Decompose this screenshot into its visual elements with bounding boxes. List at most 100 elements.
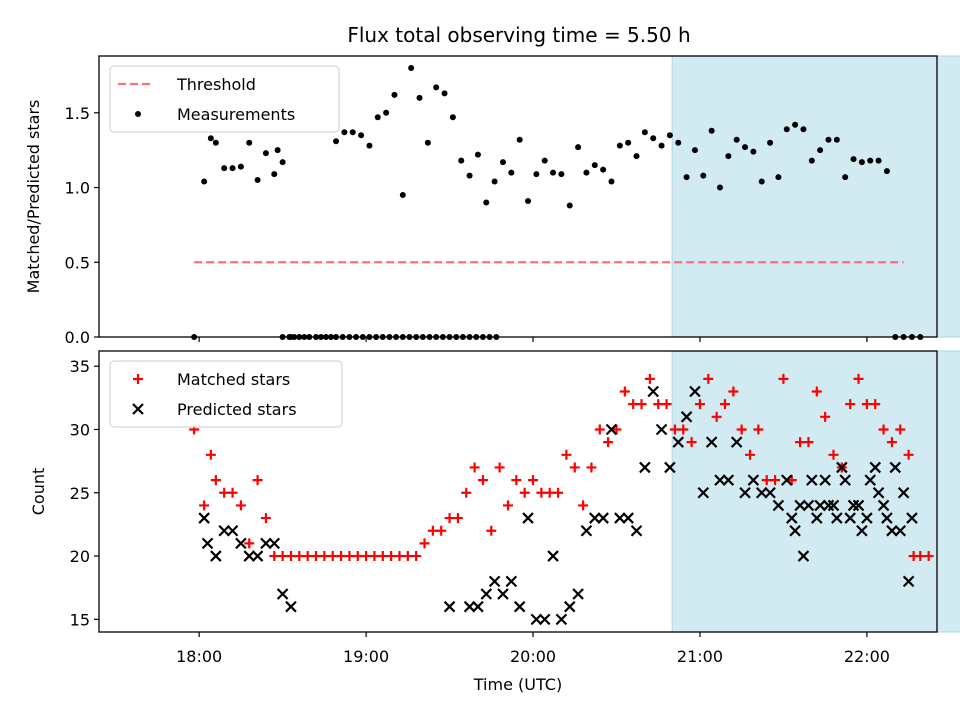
measurement-point — [558, 171, 565, 178]
legend-label: Measurements — [177, 105, 295, 124]
measurement-point — [566, 202, 573, 209]
measurement-point — [271, 171, 278, 178]
predicted-point — [198, 512, 210, 524]
predicted-point — [814, 499, 826, 512]
y-tick-label: 20 — [70, 547, 90, 566]
measurement-point — [207, 135, 214, 142]
measurement-point — [399, 192, 406, 199]
matched-point — [477, 475, 488, 486]
measurement-point — [625, 139, 632, 146]
legend-label: Threshold — [176, 75, 256, 94]
matched-point — [678, 424, 689, 435]
matched-point — [669, 424, 680, 435]
predicted-point — [672, 436, 685, 448]
predicted-point — [538, 613, 551, 626]
predicted-point — [881, 512, 893, 524]
measurement-point — [424, 139, 431, 146]
predicted-point — [730, 436, 743, 448]
matched-point — [915, 551, 926, 562]
predicted-point — [614, 512, 626, 524]
predicted-point — [226, 524, 239, 537]
y-tick-label: 35 — [70, 357, 90, 376]
measurement-point — [516, 136, 523, 143]
measurement-point — [742, 144, 749, 151]
measurement-point — [641, 129, 648, 136]
matched-point — [853, 373, 864, 384]
matched-point — [352, 551, 363, 562]
predicted-point — [251, 550, 264, 562]
predicted-point — [513, 600, 526, 613]
matched-point — [544, 487, 555, 498]
measurement-point — [383, 109, 390, 116]
predicted-point — [897, 486, 910, 499]
matched-point — [444, 513, 455, 524]
matched-point — [923, 551, 934, 562]
x-tick-label: 19:00 — [343, 647, 389, 666]
measurement-point — [374, 114, 381, 121]
predicted-point — [218, 524, 230, 537]
measurement-point — [683, 174, 690, 181]
predicted-point — [780, 474, 793, 486]
predicted-point — [285, 600, 297, 613]
measurement-point — [675, 139, 682, 146]
measurement-point — [775, 174, 782, 181]
matched-point — [711, 411, 722, 422]
y-tick-label: 1.5 — [65, 104, 90, 123]
measurement-point — [583, 169, 590, 176]
predicted-point — [201, 537, 214, 550]
predicted-point — [811, 512, 823, 524]
matched-point — [845, 399, 856, 410]
measurement-point — [708, 127, 715, 134]
matched-point — [436, 525, 447, 536]
predicted-point — [739, 486, 751, 499]
measurement-point — [591, 162, 598, 169]
predicted-point — [530, 613, 543, 626]
predicted-point — [605, 423, 618, 436]
measurement-point — [650, 135, 657, 142]
y-tick-label: 15 — [70, 610, 90, 629]
measurement-point — [633, 153, 640, 160]
predicted-point — [844, 512, 856, 524]
x-axis-label: Time (UTC) — [473, 675, 562, 694]
measurement-point — [783, 126, 790, 133]
predicted-point — [443, 600, 456, 613]
matched-point — [803, 437, 814, 448]
y-tick-label: 25 — [70, 484, 90, 503]
matched-point — [594, 424, 605, 435]
predicted-point — [802, 499, 815, 512]
matched-point — [653, 399, 664, 410]
measurement-point — [875, 157, 882, 164]
matched-point — [427, 525, 438, 536]
legend-box — [109, 360, 343, 428]
predicted-point — [472, 600, 484, 613]
measurement-point — [883, 168, 890, 175]
predicted-point — [794, 499, 806, 512]
measurement-point — [474, 151, 481, 158]
measurement-point — [792, 121, 799, 128]
matched-point — [205, 449, 216, 460]
y-axis-label: Count — [29, 468, 48, 516]
matched-point — [753, 424, 764, 435]
matched-point — [745, 449, 756, 460]
matched-point — [519, 487, 530, 498]
measurement-point — [842, 174, 849, 181]
legend: Threshold Measurements — [109, 65, 340, 133]
measurement-point — [608, 178, 615, 185]
matched-point — [260, 513, 271, 524]
measurement-point — [825, 136, 832, 143]
measurement-point — [433, 84, 440, 91]
matched-point — [694, 399, 705, 410]
measurement-point — [491, 178, 498, 185]
measurement-point — [366, 142, 373, 149]
predicted-point — [547, 550, 559, 562]
predicted-point — [755, 486, 768, 499]
plot-frame — [98, 55, 938, 338]
measurement-point — [808, 157, 815, 164]
predicted-point — [886, 524, 898, 537]
bottom-panel: 152025303518:0019:0020:0021:0022:0023:00… — [29, 350, 960, 694]
x-tick-label: 20:00 — [510, 647, 556, 666]
legend-label: Predicted stars — [177, 400, 297, 419]
matched-point — [528, 475, 539, 486]
measurement-point — [533, 171, 540, 178]
